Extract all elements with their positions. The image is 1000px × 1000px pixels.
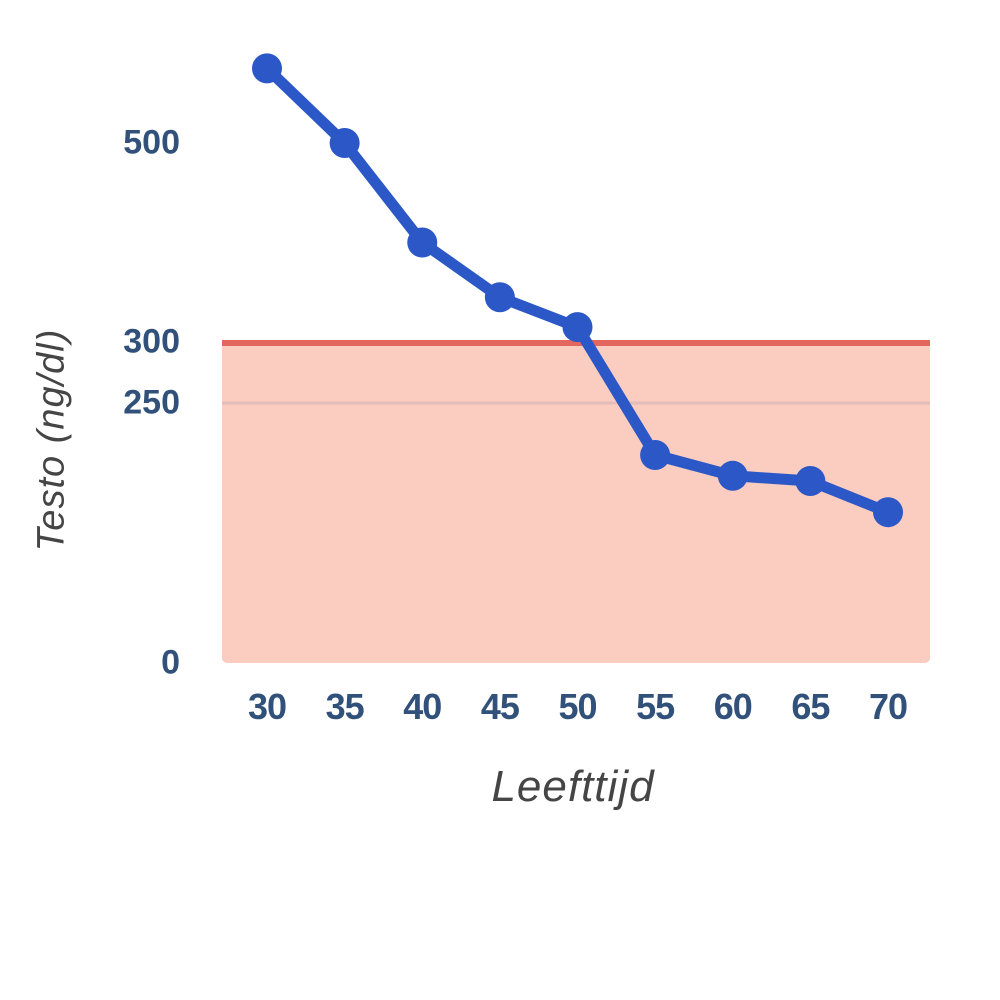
data-point-marker	[873, 497, 903, 528]
x-tick-label-55: 55	[636, 686, 675, 727]
y-tick-label-250: 250	[123, 383, 180, 422]
y-tick-label-300: 300	[123, 322, 180, 361]
data-point-marker	[329, 128, 360, 158]
x-axis-title: Leefttijd	[491, 762, 655, 811]
x-tick-label-35: 35	[325, 686, 365, 727]
data-point-marker	[407, 227, 438, 258]
x-tick-label-60: 60	[713, 686, 753, 727]
y-tick-label-0: 0	[161, 643, 180, 682]
x-tick-label-30: 30	[247, 686, 287, 727]
x-tick-label-70: 70	[868, 686, 908, 727]
x-tick-label-65: 65	[791, 686, 830, 727]
data-point-marker	[562, 312, 593, 343]
data-point-marker	[484, 282, 515, 313]
y-axis-title: Testo (ng/dl)	[30, 328, 73, 552]
x-tick-label-40: 40	[403, 686, 442, 727]
data-point-marker	[717, 460, 748, 491]
y-tick-label-500: 500	[123, 123, 180, 162]
data-point-marker	[640, 440, 671, 470]
data-point-marker	[795, 466, 826, 496]
x-tick-label-45: 45	[480, 686, 520, 727]
low-zone-area	[222, 342, 930, 663]
data-point-marker	[252, 53, 282, 84]
x-tick-label-50: 50	[558, 686, 597, 727]
